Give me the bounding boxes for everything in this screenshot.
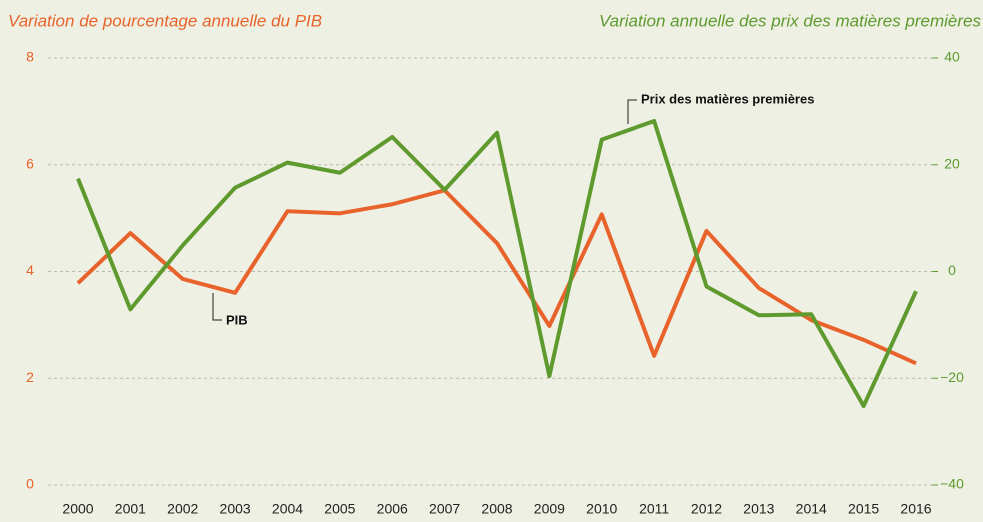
y2-tick-label: −20 xyxy=(940,369,964,385)
x-tick-label: 2009 xyxy=(534,501,565,517)
y2-tick-label: 40 xyxy=(944,49,960,65)
x-tick-label: 2013 xyxy=(743,501,774,517)
x-tick-label: 2006 xyxy=(377,501,408,517)
x-tick-label: 2000 xyxy=(62,501,93,517)
series-label: Prix des matières premières xyxy=(641,91,814,106)
x-tick-label: 2002 xyxy=(167,501,198,517)
x-tick-label: 2004 xyxy=(272,501,303,517)
y2-tick-label: −40 xyxy=(940,476,964,492)
y2-tick-label: 20 xyxy=(944,155,960,171)
x-tick-label: 2003 xyxy=(220,501,251,517)
y-tick-label: 2 xyxy=(26,369,34,385)
label-leader xyxy=(212,293,222,321)
series-line xyxy=(76,118,918,409)
x-tick-label: 2007 xyxy=(429,501,460,517)
x-tick-label: 2001 xyxy=(115,501,146,517)
x-tick-label: 2014 xyxy=(796,501,827,517)
x-tick-label: 2015 xyxy=(848,501,879,517)
x-tick-label: 2011 xyxy=(639,501,669,517)
series-label: PIB xyxy=(226,312,248,327)
x-tick-label: 2005 xyxy=(324,501,355,517)
x-tick-label: 2012 xyxy=(691,501,722,517)
x-tick-label: 2016 xyxy=(900,501,931,517)
y-tick-label: 4 xyxy=(26,262,34,278)
series-line xyxy=(76,188,917,366)
y-tick-label: 0 xyxy=(26,476,34,492)
x-tick-label: 2010 xyxy=(586,501,617,517)
y-tick-label: 6 xyxy=(26,155,34,171)
x-tick-label: 2008 xyxy=(481,501,512,517)
y2-tick-label: 0 xyxy=(948,262,956,278)
left-axis-title: Variation de pourcentage annuelle du PIB xyxy=(8,11,322,30)
label-leader xyxy=(627,99,637,124)
y-tick-label: 8 xyxy=(26,49,34,65)
right-axis-title: Variation annuelle des prix des matières… xyxy=(599,11,982,30)
